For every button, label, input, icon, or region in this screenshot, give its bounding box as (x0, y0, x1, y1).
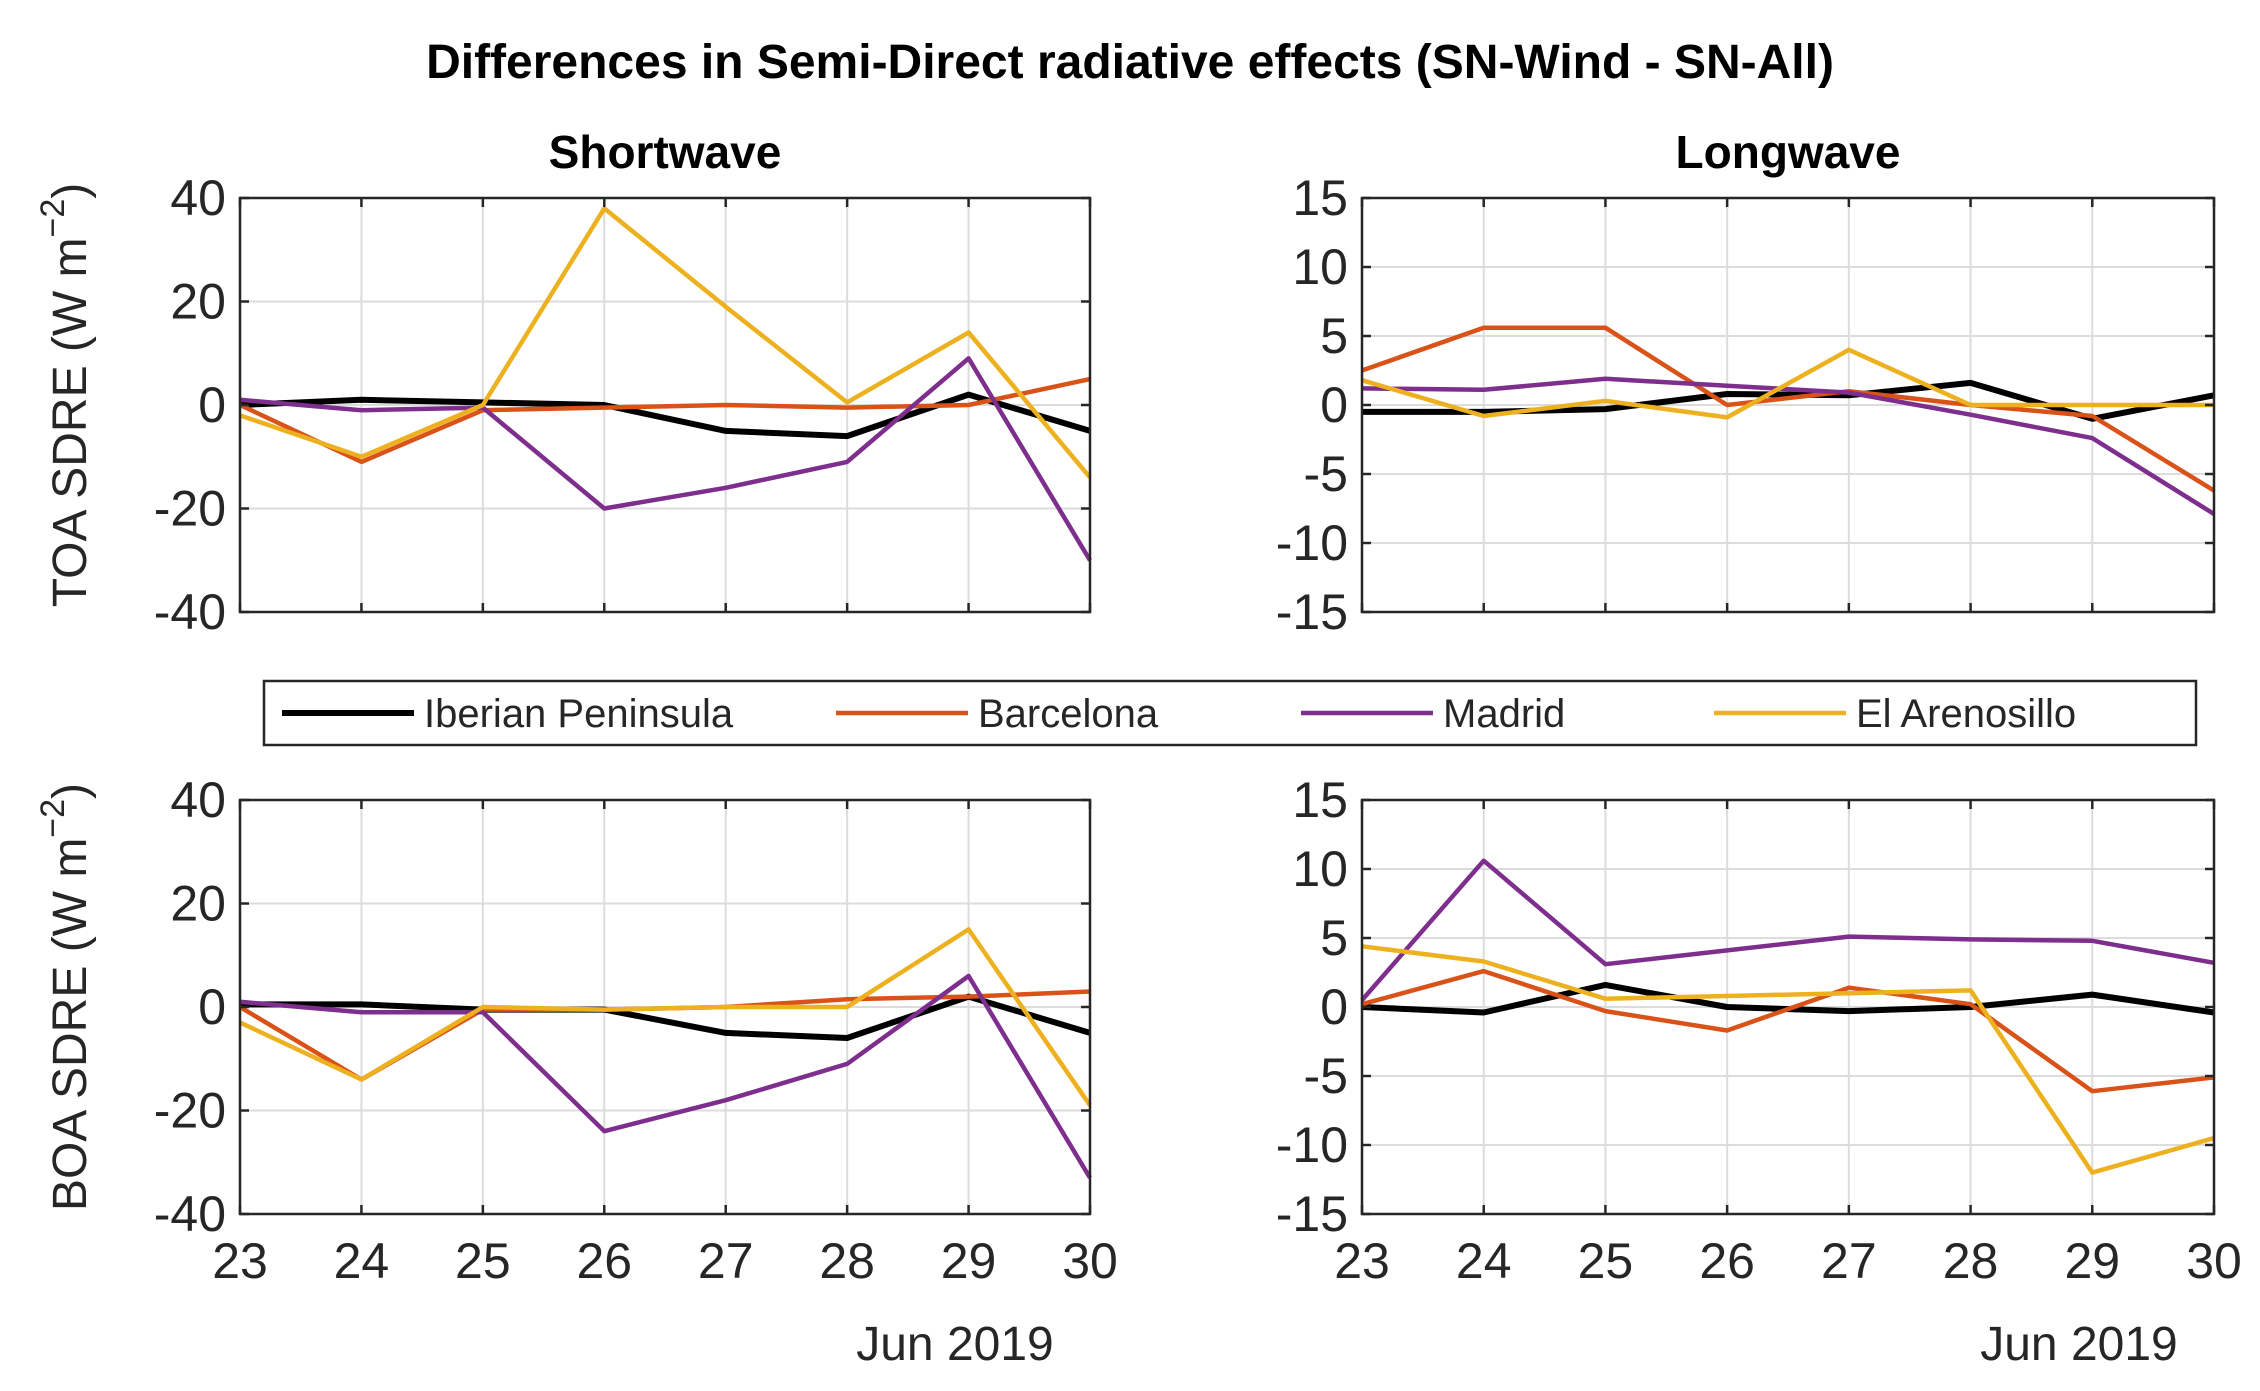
x-tick-label: 27 (698, 1233, 754, 1289)
y-axis-label-exponent: −2 (34, 799, 72, 838)
y-tick-label: -20 (154, 1083, 226, 1139)
y-axis-label-close: ) (44, 183, 97, 199)
y-tick-label: 0 (198, 979, 226, 1035)
series-line-el-arenosillo (1361, 944, 2215, 1175)
series-line-el-arenosillo (239, 927, 1092, 1107)
series-line-barcelona (1361, 325, 2216, 493)
series-line-madrid (1361, 376, 2216, 516)
series-line-madrid (239, 973, 1092, 1179)
y-axis-label-base: TOA SDRE (W m (44, 237, 97, 607)
y-tick-label: 15 (1292, 772, 1348, 828)
y-axis-label-exponent: −2 (34, 199, 72, 238)
legend-label: Barcelona (978, 692, 1159, 736)
x-tick-label: 29 (2064, 1233, 2120, 1289)
y-tick-label: -5 (1304, 1048, 1348, 1104)
y-tick-label: 0 (1320, 979, 1348, 1035)
x-tick-label: 27 (1821, 1233, 1877, 1289)
series-line-barcelona (239, 376, 1091, 465)
legend-label: El Arenosillo (1856, 692, 2076, 736)
series-line-el-arenosillo (239, 206, 1092, 479)
panel-title: Longwave (1676, 126, 1901, 178)
x-tick-label: 28 (1943, 1233, 1999, 1289)
x-tick-label: 30 (1062, 1233, 1118, 1289)
y-tick-label: 40 (170, 772, 226, 828)
y-tick-label: 20 (170, 274, 226, 330)
y-tick-label: -5 (1304, 446, 1348, 502)
x-tick-label: 26 (1699, 1233, 1755, 1289)
y-tick-label: -40 (154, 1186, 226, 1242)
x-tick-label: 24 (334, 1233, 390, 1289)
y-tick-label: -10 (1276, 1117, 1348, 1173)
x-tick-label: 23 (1334, 1233, 1390, 1289)
series-line-el-arenosillo (1361, 347, 2214, 420)
panel-title: Shortwave (549, 126, 782, 178)
figure-title: Differences in Semi-Direct radiative eff… (426, 36, 1834, 89)
x-tick-label: 30 (2186, 1233, 2242, 1289)
y-axis-label: TOA SDRE (W m−2) (34, 183, 97, 608)
x-tick-label: 28 (819, 1233, 875, 1289)
legend-label: Iberian Peninsula (424, 692, 734, 736)
legend: Iberian Peninsula Barcelona Madrid El Areno… (262, 679, 2198, 747)
y-tick-label: -20 (154, 481, 226, 537)
series-line-madrid (1360, 858, 2215, 1002)
y-tick-label: -10 (1276, 515, 1348, 571)
series-line-iberian-peninsula (240, 993, 1091, 1041)
y-tick-label: 20 (170, 876, 226, 932)
series-line-barcelona (1361, 968, 2215, 1094)
x-tick-label: 23 (212, 1233, 268, 1289)
x-tick-label: 24 (1456, 1233, 1512, 1289)
x-axis-date-label: Jun 2019 (1980, 1318, 2178, 1371)
x-axis-date-label: Jun 2019 (856, 1318, 1054, 1371)
y-axis-label-base: BOA SDRE (W m (44, 838, 97, 1211)
y-tick-label: 10 (1292, 239, 1348, 295)
x-tick-label: 25 (1578, 1233, 1634, 1289)
y-tick-label: 5 (1320, 910, 1348, 966)
series-line-madrid (239, 356, 1092, 562)
legend-box (262, 679, 2198, 747)
y-tick-label: 5 (1320, 308, 1348, 364)
x-tick-label: 25 (455, 1233, 511, 1289)
x-tick-label: 26 (576, 1233, 632, 1289)
y-tick-label: 0 (1320, 377, 1348, 433)
x-tick-label: 29 (941, 1233, 997, 1289)
y-tick-label: 40 (170, 170, 226, 226)
y-axis-label: BOA SDRE (W m−2) (34, 783, 97, 1211)
series-line-iberian-peninsula (239, 391, 1091, 440)
y-tick-label: -15 (1276, 1186, 1348, 1242)
y-tick-label: 10 (1292, 841, 1348, 897)
legend-label: Madrid (1443, 692, 1565, 736)
y-tick-label: 0 (198, 377, 226, 433)
y-tick-label: 15 (1292, 170, 1348, 226)
panel-toa-shortwave: 40 20 0 -20 -40 Shortwave TOA SDRE (W m−2) (34, 126, 1092, 640)
y-tick-label: -40 (154, 584, 226, 640)
y-axis-label-close: ) (44, 783, 97, 799)
y-tick-label: -15 (1276, 584, 1348, 640)
panel-toa-longwave: 15 10 5 0 -5 -10 -15 Longwave (1276, 126, 2216, 640)
